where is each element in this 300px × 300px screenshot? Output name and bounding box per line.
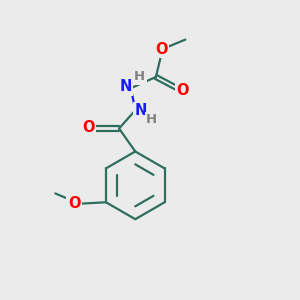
Text: H: H	[146, 113, 157, 126]
Text: O: O	[68, 196, 80, 211]
Text: H: H	[134, 70, 145, 83]
Text: O: O	[155, 41, 167, 56]
Text: N: N	[134, 103, 147, 118]
Text: N: N	[119, 79, 132, 94]
Text: O: O	[82, 120, 94, 135]
Text: O: O	[177, 83, 189, 98]
